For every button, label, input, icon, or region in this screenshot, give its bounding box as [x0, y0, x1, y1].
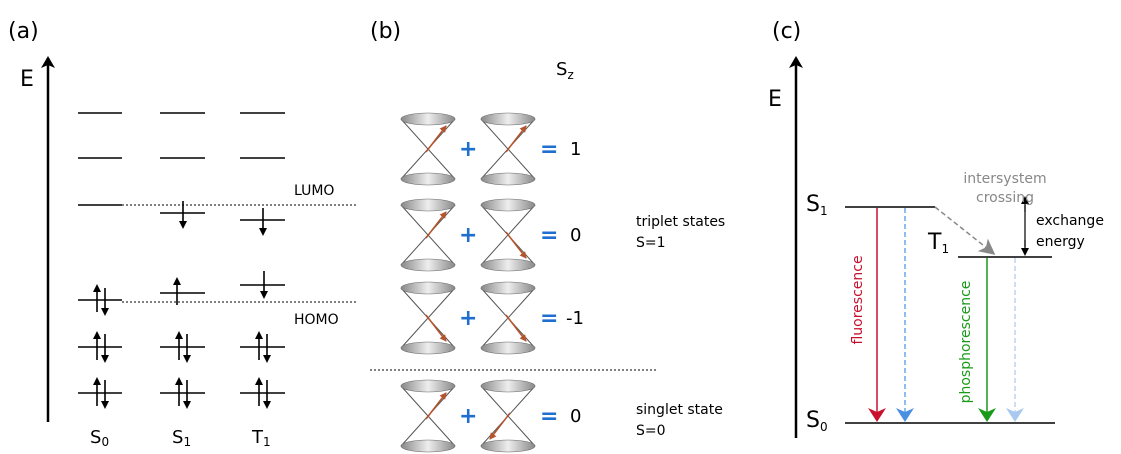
- level-label: S1: [806, 192, 828, 218]
- equals-sign: =: [540, 404, 558, 429]
- figure: (a) E LUMO HOMO S0 S1 T1 (b) Sz: [0, 0, 1121, 454]
- text: S: [806, 192, 820, 217]
- isc-label: crossing: [976, 190, 1034, 206]
- equals-sign: =: [540, 223, 558, 248]
- panel-label: (a): [8, 19, 39, 44]
- text: z: [567, 68, 573, 82]
- isc-label: intersystem: [963, 171, 1046, 187]
- exchange-label: exchange: [1036, 213, 1104, 229]
- plus-sign: +: [459, 306, 477, 331]
- sz-value: 0: [570, 406, 581, 427]
- text: S: [172, 427, 183, 448]
- panel-b: (b) Sz + + + + = = = = 1 0 -1 0 triplet …: [370, 19, 725, 452]
- sz-value: -1: [566, 308, 584, 329]
- text: T: [927, 230, 942, 255]
- panel-c: (c) E S1 T1 S0 intersystem crossing exch…: [768, 19, 1104, 438]
- axis-label: E: [20, 67, 34, 92]
- levels: [78, 113, 358, 407]
- triplet-name: triplet states: [636, 214, 725, 230]
- text: 1: [183, 435, 191, 449]
- text: S: [90, 427, 101, 448]
- text: 1: [820, 204, 828, 218]
- text: S: [806, 408, 820, 433]
- sz-value: 1: [570, 139, 581, 160]
- singlet-name: singlet state: [636, 402, 723, 418]
- axis-label: E: [768, 87, 782, 112]
- fluorescence-label: fluorescence: [850, 255, 866, 344]
- text: 0: [820, 420, 828, 434]
- state-label: T1: [251, 427, 271, 449]
- text: 1: [263, 435, 271, 449]
- sz-header: Sz: [556, 59, 574, 82]
- equals-sign: =: [540, 137, 558, 162]
- plus-sign: +: [459, 137, 477, 162]
- text: 1: [941, 242, 949, 256]
- plus-sign: +: [459, 223, 477, 248]
- sz-value: 0: [570, 225, 581, 246]
- plus-sign: +: [459, 404, 477, 429]
- phosphorescence-label: phosphorescence: [958, 281, 974, 404]
- level-label: S0: [806, 408, 828, 434]
- panel-label: (b): [370, 19, 401, 44]
- panel-label: (c): [772, 19, 801, 44]
- exchange-label: energy: [1036, 234, 1085, 250]
- homo-label: HOMO: [294, 312, 339, 328]
- panel-a: (a) E LUMO HOMO S0 S1 T1: [8, 19, 358, 449]
- level-label: T1: [927, 230, 949, 256]
- triplet-spin: S=1: [636, 235, 666, 251]
- spin-cones: [401, 113, 535, 452]
- text: 0: [101, 435, 109, 449]
- text: S: [556, 59, 567, 80]
- state-label: S1: [172, 427, 191, 449]
- lumo-label: LUMO: [294, 183, 334, 199]
- singlet-spin: S=0: [636, 423, 666, 439]
- state-label: S0: [90, 427, 109, 449]
- equals-sign: =: [540, 306, 558, 331]
